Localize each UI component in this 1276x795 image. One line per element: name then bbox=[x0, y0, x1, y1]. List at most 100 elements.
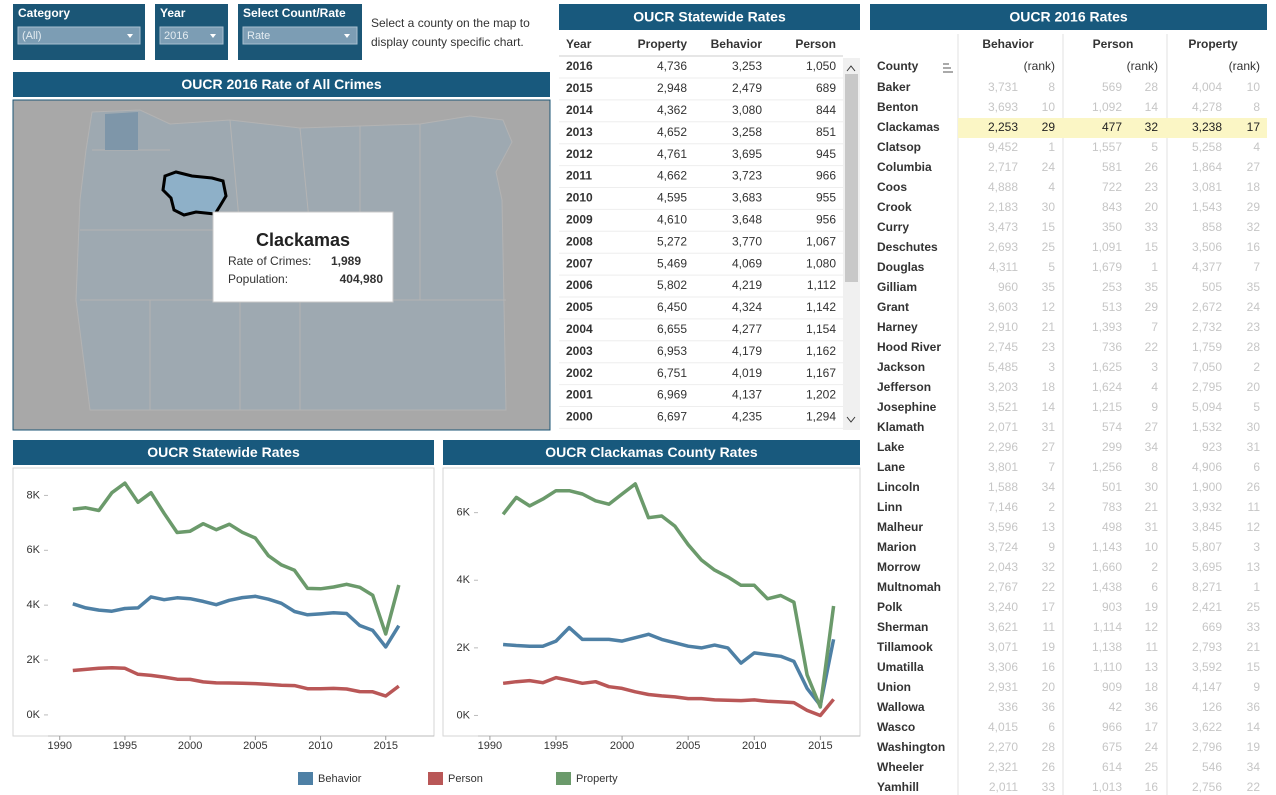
county-name[interactable]: Marion bbox=[877, 540, 916, 554]
county-name[interactable]: Clatsop bbox=[877, 140, 921, 154]
table-cell: 23 bbox=[1247, 320, 1261, 334]
scroll-up[interactable] bbox=[846, 65, 856, 72]
table-cell: 2,767 bbox=[988, 580, 1018, 594]
table-cell: 2,421 bbox=[1192, 600, 1222, 614]
county-name[interactable]: Morrow bbox=[877, 560, 921, 574]
county-name[interactable]: Umatilla bbox=[877, 660, 924, 674]
table-cell: 16 bbox=[1247, 240, 1261, 254]
scroll-down[interactable] bbox=[846, 416, 856, 423]
table-cell: 2,043 bbox=[988, 560, 1018, 574]
table-cell: 1,624 bbox=[1092, 380, 1122, 394]
county-name[interactable]: Lincoln bbox=[877, 480, 920, 494]
table-cell: 858 bbox=[1202, 220, 1222, 234]
county-name[interactable]: Douglas bbox=[877, 260, 925, 274]
table-cell: 669 bbox=[1202, 620, 1222, 634]
x-tick-label: 2005 bbox=[243, 740, 267, 752]
county-clackamas[interactable] bbox=[161, 170, 228, 217]
column-header: County bbox=[877, 59, 919, 73]
county-name[interactable]: Baker bbox=[877, 80, 911, 94]
x-tick-label: 1995 bbox=[113, 740, 137, 752]
table-cell: 21 bbox=[1247, 640, 1261, 654]
county-name[interactable]: Multnomah bbox=[877, 580, 941, 594]
panel-title: OUCR Statewide Rates bbox=[147, 444, 300, 460]
table-cell: 36 bbox=[1145, 700, 1159, 714]
county-name[interactable]: Tillamook bbox=[877, 640, 933, 654]
county-name[interactable]: Lane bbox=[877, 460, 905, 474]
county-name[interactable]: Sherman bbox=[877, 620, 928, 634]
county-name[interactable]: Klamath bbox=[877, 420, 924, 434]
table-cell: 2015 bbox=[566, 81, 593, 95]
county-name[interactable]: Linn bbox=[877, 500, 902, 514]
series-line[interactable]: Behavior bbox=[502, 625, 836, 708]
table-cell: 1,114 bbox=[1093, 620, 1122, 634]
county-name[interactable]: Benton bbox=[877, 100, 918, 114]
series-line[interactable] bbox=[72, 665, 400, 698]
table-cell: 11 bbox=[1146, 640, 1159, 654]
table-cell: 736 bbox=[1102, 340, 1122, 354]
county-name[interactable]: Grant bbox=[877, 300, 909, 314]
county-name[interactable]: Josephine bbox=[877, 400, 937, 414]
table-cell: 28 bbox=[1042, 740, 1056, 754]
legend-label: Behavior bbox=[318, 773, 362, 785]
series-line[interactable]: Property bbox=[501, 482, 836, 709]
table-cell: 844 bbox=[816, 103, 836, 117]
table-cell: 24 bbox=[1145, 740, 1159, 754]
series-line[interactable] bbox=[72, 594, 401, 649]
title-bar bbox=[559, 4, 860, 30]
table-cell: 126 bbox=[1202, 700, 1222, 714]
filter-dropdown[interactable] bbox=[242, 26, 358, 45]
county-name[interactable]: Lake bbox=[877, 440, 905, 454]
table-cell: 2,479 bbox=[732, 81, 762, 95]
county-name[interactable]: Washington bbox=[877, 740, 945, 754]
series-line[interactable]: Person bbox=[502, 675, 835, 718]
county-name[interactable]: Coos bbox=[877, 180, 907, 194]
county-name[interactable]: Harney bbox=[877, 320, 918, 334]
filter-dropdown[interactable] bbox=[17, 26, 141, 45]
filter-dropdown[interactable] bbox=[159, 26, 224, 45]
scroll-thumb[interactable] bbox=[845, 74, 858, 282]
table-cell: 2007 bbox=[566, 256, 593, 270]
table-cell: 5,807 bbox=[1192, 540, 1222, 554]
table-cell: 29 bbox=[1042, 120, 1056, 134]
sort-icon[interactable] bbox=[943, 63, 953, 73]
table-cell: 2006 bbox=[566, 278, 593, 292]
county-name[interactable]: Wheeler bbox=[877, 760, 924, 774]
table-cell: 4,277 bbox=[732, 322, 762, 336]
rank-header: (rank) bbox=[1024, 59, 1055, 73]
table-cell: 7 bbox=[1253, 260, 1260, 274]
county-name[interactable]: Clackamas bbox=[877, 120, 940, 134]
table-cell: 34 bbox=[1247, 760, 1261, 774]
county-name[interactable]: Malheur bbox=[877, 520, 923, 534]
table-cell: 34 bbox=[1145, 440, 1159, 454]
county-name[interactable]: Columbia bbox=[877, 160, 932, 174]
x-tick-label: 2010 bbox=[308, 740, 332, 752]
table-cell: 1,759 bbox=[1192, 340, 1222, 354]
county-name[interactable]: Wallowa bbox=[877, 700, 925, 714]
table-cell: 2001 bbox=[566, 388, 593, 402]
county-name[interactable]: Gilliam bbox=[877, 280, 917, 294]
group-header: Person bbox=[1093, 37, 1134, 51]
county-name[interactable]: Crook bbox=[877, 200, 912, 214]
table-cell: 5 bbox=[1151, 140, 1158, 154]
table-cell: 2,732 bbox=[1192, 320, 1222, 334]
table-cell: 32 bbox=[1042, 560, 1056, 574]
county-name[interactable]: Hood River bbox=[877, 340, 941, 354]
table-cell: 574 bbox=[1102, 420, 1122, 434]
county-name[interactable]: Deschutes bbox=[877, 240, 938, 254]
county-name[interactable]: Wasco bbox=[877, 720, 915, 734]
table-cell: 5 bbox=[1048, 260, 1055, 274]
county-name[interactable]: Curry bbox=[877, 220, 909, 234]
county-name[interactable]: Union bbox=[877, 680, 911, 694]
table-cell: 5,094 bbox=[1192, 400, 1222, 414]
county-name[interactable]: Yamhill bbox=[877, 780, 919, 794]
table-cell: 1,080 bbox=[806, 256, 836, 270]
county-name[interactable]: Polk bbox=[877, 600, 903, 614]
table-cell: 4,761 bbox=[657, 147, 687, 161]
table-cell: 2,253 bbox=[988, 120, 1018, 134]
county-name[interactable]: Jackson bbox=[877, 360, 925, 374]
county-name[interactable]: Jefferson bbox=[877, 380, 931, 394]
table-cell: 17 bbox=[1042, 600, 1056, 614]
column-header: Person bbox=[795, 37, 836, 51]
table-cell: 4,235 bbox=[732, 410, 762, 424]
series-line[interactable] bbox=[72, 481, 401, 636]
